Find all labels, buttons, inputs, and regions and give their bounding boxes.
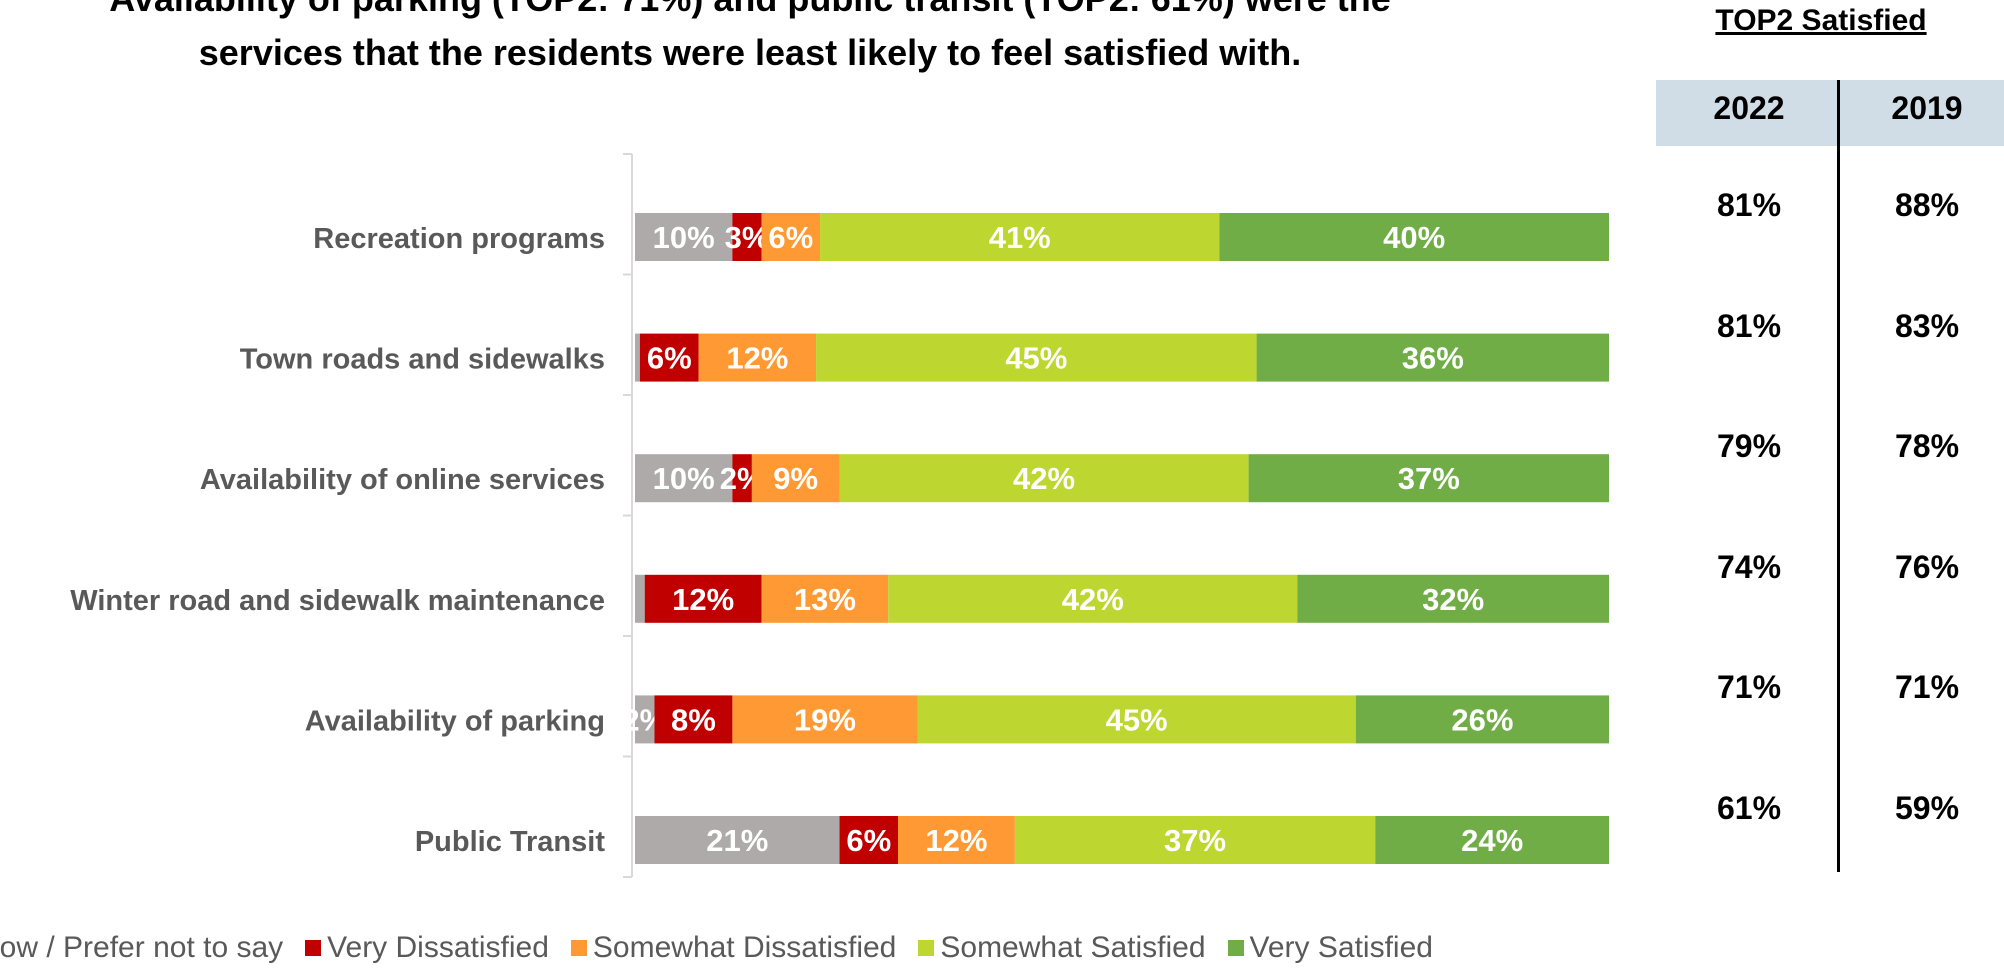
- bar-segment: [635, 816, 840, 864]
- data-label: 42%: [1013, 461, 1075, 496]
- top2-value-2022: 81%: [1716, 187, 1782, 223]
- category-label: Winter road and sidewalk maintenance: [70, 585, 605, 617]
- bar-segment: [635, 213, 733, 261]
- year-header-band: [1656, 80, 2004, 146]
- legend-label: Very Dissatisfied: [327, 931, 549, 964]
- legend-item: Very Satisfied: [1227, 931, 1433, 965]
- headline-line-1: Availability of parking (TOP2: 71%) and …: [0, 0, 1520, 26]
- bar-segment: [635, 574, 645, 623]
- legend-item: Somewhat Dissatisfied: [570, 931, 897, 965]
- data-label: 10%: [653, 461, 715, 496]
- legend-item: Very Dissatisfied: [305, 931, 549, 965]
- bar-segment: [1256, 333, 1609, 382]
- bar-segment: [732, 454, 752, 503]
- bar-segment: [761, 213, 821, 261]
- legend-label: Very Satisfied: [1249, 931, 1433, 964]
- stacked-bar-chart: Recreation programs 10% 3% 6% 41% 40%Town roa…: [70, 153, 1609, 878]
- category-label: Town roads and sidewalks: [240, 344, 605, 376]
- data-label: 12%: [925, 823, 987, 858]
- data-label: 37%: [1164, 823, 1226, 858]
- data-label: 24%: [1461, 823, 1523, 858]
- category-label: Availability of online services: [200, 464, 605, 496]
- category-label: Recreation programs: [313, 223, 605, 255]
- data-label: 45%: [1106, 702, 1168, 737]
- bar-segment: [888, 574, 1298, 623]
- data-label: 19%: [794, 702, 856, 737]
- bar-segment: [1014, 816, 1376, 864]
- top2-title: TOP2 Satisfied: [1715, 4, 1927, 37]
- legend-label: Somewhat Dissatisfied: [592, 931, 897, 964]
- bar-segment: [1219, 213, 1609, 261]
- data-label: 9%: [773, 461, 818, 496]
- bar-segment: [761, 574, 889, 623]
- bar-segment: [1248, 454, 1609, 503]
- data-label: 13%: [794, 582, 856, 617]
- bar-segment: [1297, 574, 1609, 623]
- bar-segment: [751, 454, 840, 503]
- data-label: 45%: [1005, 341, 1067, 376]
- year-header-2019: 2019: [1891, 90, 1963, 126]
- category-label: Availability of parking: [305, 705, 605, 737]
- legend-swatch: [918, 940, 935, 956]
- headline-line-2: services that the residents were least l…: [198, 32, 1302, 73]
- column-divider: [1837, 80, 1840, 872]
- data-label: 6%: [768, 220, 813, 255]
- data-label: 37%: [1398, 461, 1460, 496]
- bar-segment: [635, 454, 733, 503]
- top2-value-2019: 71%: [1894, 669, 1960, 706]
- bar-segment: [816, 333, 1257, 382]
- legend-swatch: [305, 940, 322, 956]
- year-header-2022: 2022: [1713, 90, 1785, 126]
- legend-swatch: [570, 940, 587, 956]
- top2-value-2022: 79%: [1716, 428, 1782, 465]
- data-label: 40%: [1383, 220, 1445, 255]
- bar-segment: [644, 574, 762, 623]
- top2-value-2022: 81%: [1716, 307, 1782, 344]
- data-label: 8%: [671, 702, 716, 737]
- top2-value-2019: 59%: [1894, 790, 1960, 826]
- legend: know / Prefer not to say Very Dissatisfie…: [0, 928, 1455, 968]
- bar-segment: [839, 816, 898, 864]
- bar-segment: [639, 333, 699, 382]
- bar-segment: [635, 333, 640, 382]
- bar-segment: [820, 213, 1220, 261]
- data-label: 36%: [1402, 341, 1464, 376]
- top2-value-2019: 76%: [1894, 548, 1960, 585]
- legend-swatch: [1227, 940, 1244, 956]
- bar-segment: [732, 695, 918, 744]
- data-label: 26%: [1451, 702, 1513, 737]
- bar-segment: [698, 333, 817, 382]
- top2-value-2019: 78%: [1894, 428, 1960, 465]
- data-label: 6%: [647, 341, 692, 376]
- bar-segment: [1355, 695, 1609, 744]
- top2-value-2019: 88%: [1894, 187, 1960, 223]
- data-label: 21%: [706, 823, 768, 858]
- data-label: 12%: [726, 341, 788, 376]
- bar-segment: [1375, 816, 1609, 864]
- bar-segment: [732, 213, 762, 261]
- top2-value-2022: 61%: [1716, 790, 1782, 826]
- bar-segment: [635, 695, 655, 744]
- bar-segment: [917, 695, 1356, 744]
- data-label: 6%: [846, 823, 891, 858]
- category-label: Public Transit: [415, 826, 605, 858]
- legend-label: know / Prefer not to say: [0, 931, 284, 964]
- top2-value-2022: 71%: [1716, 669, 1782, 706]
- data-label: 32%: [1422, 582, 1484, 617]
- legend-label: Somewhat Satisfied: [940, 931, 1206, 964]
- data-label: 10%: [653, 220, 715, 255]
- legend-item: know / Prefer not to say: [0, 931, 283, 965]
- legend-item: Somewhat Satisfied: [918, 931, 1206, 965]
- bar-segment: [897, 816, 1015, 864]
- data-label: 41%: [989, 220, 1051, 255]
- bar-segment: [839, 454, 1249, 503]
- data-label: 42%: [1062, 582, 1124, 617]
- data-label: 12%: [672, 582, 734, 617]
- top2-value-2022: 74%: [1716, 548, 1782, 585]
- bar-segment: [654, 695, 733, 744]
- top2-value-2019: 83%: [1894, 307, 1960, 344]
- chart-headline: Availability of parking (TOP2: 71%) and …: [0, 0, 1520, 80]
